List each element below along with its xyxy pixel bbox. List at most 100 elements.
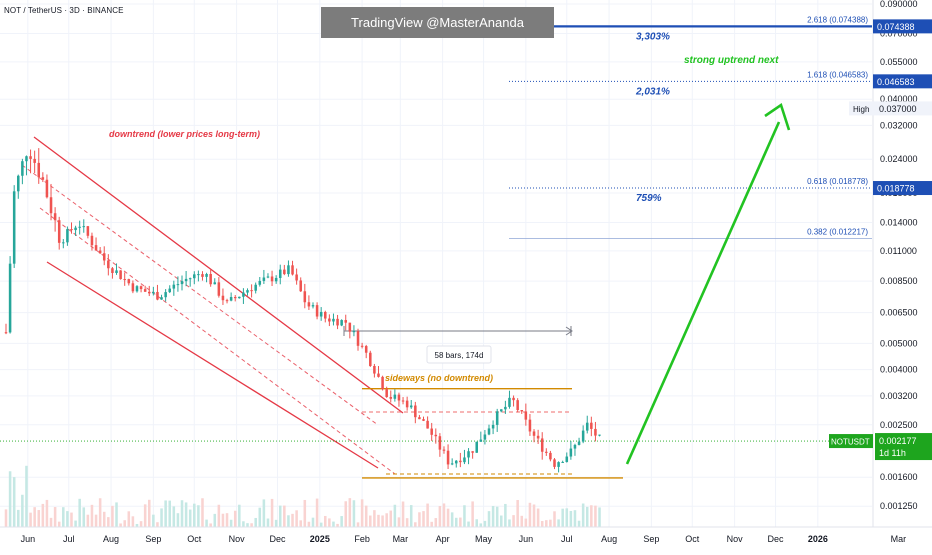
y-tick-label-4: 0.032000 — [880, 120, 918, 130]
volume-bar — [557, 519, 560, 527]
volume-bar — [115, 502, 118, 527]
volume-bar — [135, 523, 139, 527]
volume-bar — [172, 506, 176, 527]
volume-bar — [291, 513, 294, 527]
candle-body — [53, 213, 57, 221]
candle-body — [90, 235, 94, 246]
downtrend-upper-line — [33, 136, 404, 414]
volume-bar — [553, 511, 556, 527]
volume-bar — [238, 504, 241, 527]
candle-body — [254, 284, 257, 291]
volume-bar — [414, 522, 417, 527]
volume-bar — [487, 511, 491, 527]
candle-body — [127, 279, 131, 284]
candle-body — [340, 320, 343, 326]
x-tick-label-2: Aug — [103, 534, 119, 544]
x-tick-label-8: Feb — [354, 534, 370, 544]
volume-bar — [74, 520, 77, 527]
volume-bar — [328, 518, 331, 527]
candle-body — [577, 441, 581, 445]
candle-body — [438, 436, 442, 450]
candle-body — [29, 156, 32, 159]
volume-bar — [315, 498, 319, 527]
fib-percent-1: 2,031% — [635, 86, 670, 97]
volume-bar — [225, 513, 229, 527]
symbol-tag-bg — [829, 434, 873, 449]
measure-arrowhead — [565, 326, 573, 336]
candle-body — [504, 406, 507, 410]
volume-bar — [242, 521, 245, 527]
candle-body — [467, 451, 470, 458]
candle-body — [193, 274, 196, 279]
candle-body — [442, 449, 446, 451]
volume-bar — [319, 522, 323, 527]
candle-body — [205, 274, 208, 277]
candle-body — [242, 292, 245, 297]
candle-body — [536, 435, 540, 439]
downtrend-mid-line-2 — [39, 207, 396, 475]
x-tick-label-5: Nov — [229, 534, 246, 544]
volume-bar — [250, 523, 253, 527]
volume-bar — [364, 505, 368, 527]
candle-body — [524, 411, 528, 420]
x-tick-label-3: Sep — [145, 534, 161, 544]
volume-bar — [193, 503, 196, 527]
candle-body — [360, 345, 364, 347]
volume-bar — [500, 515, 503, 527]
candle-body — [561, 461, 564, 463]
candle-body — [221, 295, 225, 301]
volume-bar — [12, 477, 16, 527]
fib-axis-tag-text-1: 0.046583 — [877, 77, 915, 87]
candle-body — [143, 289, 147, 292]
volume-bar — [94, 514, 98, 527]
candle-body — [283, 269, 286, 275]
y-tick-label-16: 0.001250 — [880, 501, 918, 511]
uptrend-arrowhead — [764, 102, 791, 131]
candle-body — [516, 400, 519, 411]
volume-bar — [504, 503, 507, 527]
volume-bar — [25, 465, 28, 527]
candle-body — [446, 450, 450, 465]
candle-body — [422, 419, 425, 421]
candle-body — [557, 462, 560, 467]
candle-body — [233, 297, 237, 299]
volume-bar — [336, 523, 339, 527]
candle-body — [225, 300, 229, 302]
volume-bar — [270, 498, 274, 527]
volume-bar — [278, 505, 282, 527]
candle-body — [520, 410, 524, 412]
volume-bar — [426, 503, 429, 527]
volume-bar — [287, 515, 290, 527]
candle-body — [414, 405, 417, 418]
volume-bar — [585, 506, 589, 527]
candle-body — [262, 277, 266, 281]
candle-body — [66, 229, 69, 243]
volume-bar — [37, 510, 41, 527]
fib-percent-0: 3,303% — [636, 31, 670, 42]
volume-bar — [360, 499, 364, 527]
candle-body — [491, 424, 495, 429]
fib-levels: 2.618 (0.074388) 3,303% 1.618 (0.046583) 2,… — [509, 15, 872, 239]
volume-bar — [160, 508, 163, 527]
volume-bar — [233, 510, 237, 527]
candle-body — [303, 291, 307, 303]
volume-bar — [536, 508, 540, 527]
volume-bar — [17, 509, 20, 527]
candle-body — [450, 463, 454, 465]
volume-bar — [373, 510, 376, 527]
candle-body — [291, 265, 294, 275]
volume-bar — [561, 508, 564, 527]
candle-body — [57, 220, 61, 243]
candle-body — [111, 268, 114, 274]
volume-bar — [409, 505, 413, 527]
volume-bar — [512, 515, 515, 527]
x-tick-label-16: Oct — [685, 534, 700, 544]
candle-body — [119, 270, 122, 280]
volume-bar — [549, 519, 552, 527]
volume-bar — [369, 515, 372, 527]
volume-bar — [475, 519, 478, 527]
volume-bar — [283, 505, 286, 527]
candle-body — [160, 297, 163, 300]
